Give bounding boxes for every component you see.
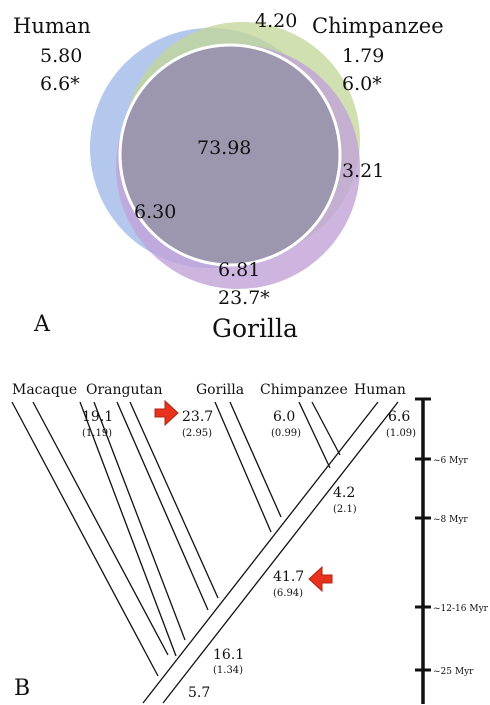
right-overlap-value: 3.21 bbox=[342, 160, 384, 182]
tree-labels: Macaque Orangutan Gorilla Chimpanzee Hum… bbox=[12, 382, 416, 701]
chimpanzee-star-value: 6.0* bbox=[342, 73, 382, 95]
trunk-left bbox=[142, 401, 379, 704]
human-chimp-stem-sub: (2.1) bbox=[333, 504, 357, 515]
root-branch-value: 5.7 bbox=[188, 685, 210, 701]
branch-gorilla-left-outer bbox=[116, 401, 209, 611]
red-arrow-left-icon bbox=[308, 565, 333, 593]
chimpanzee-branch-value: 6.0 bbox=[273, 409, 295, 425]
time-label-25myr: ~25 Myr bbox=[433, 667, 474, 677]
panel-b-letter: B bbox=[14, 676, 30, 701]
branch-macaque-outer bbox=[11, 401, 159, 677]
phylogenetic-tree bbox=[11, 401, 399, 704]
time-scale: ~6 Myr ~8 Myr ~12-16 Myr ~25 Myr bbox=[415, 397, 489, 704]
taxon-orangutan: Orangutan bbox=[86, 382, 163, 398]
chimpanzee-label: Chimpanzee bbox=[312, 14, 444, 38]
branch-chimpanzee-inner bbox=[311, 401, 341, 456]
time-label-12-16myr: ~12-16 Myr bbox=[433, 604, 489, 614]
taxon-macaque: Macaque bbox=[12, 382, 77, 398]
highlight-arrows bbox=[154, 399, 333, 593]
african-ape-stem-sub: (6.94) bbox=[273, 588, 303, 599]
branch-gorilla-left-inner bbox=[129, 401, 219, 599]
human-branch-value: 6.6 bbox=[388, 409, 410, 425]
center-value: 73.98 bbox=[197, 137, 251, 159]
time-label-8myr: ~8 Myr bbox=[433, 515, 468, 525]
gorilla-branch-value: 23.7 bbox=[182, 409, 213, 425]
great-ape-stem-sub: (1.34) bbox=[213, 665, 243, 676]
african-ape-stem-value: 41.7 bbox=[273, 569, 304, 585]
gorilla-branch-sub: (2.95) bbox=[182, 428, 212, 439]
branch-gorilla-right-outer bbox=[214, 401, 272, 533]
left-overlap-value: 6.30 bbox=[134, 201, 176, 223]
gorilla-label: Gorilla bbox=[212, 314, 298, 343]
venn-center-region bbox=[118, 43, 342, 267]
human-only-value: 5.80 bbox=[40, 45, 82, 67]
chimpanzee-branch-sub: (0.99) bbox=[271, 428, 301, 439]
human-label: Human bbox=[13, 14, 91, 38]
branch-chimpanzee-outer bbox=[298, 401, 331, 469]
human-star-value: 6.6* bbox=[40, 73, 80, 95]
branch-orangutan-outer bbox=[79, 401, 177, 657]
branch-macaque-inner bbox=[32, 401, 169, 656]
branch-gorilla-right-inner bbox=[229, 401, 282, 518]
gorilla-only-value: 6.81 bbox=[218, 259, 260, 281]
time-label-6myr: ~6 Myr bbox=[433, 456, 468, 466]
trunk-right bbox=[162, 401, 399, 704]
chimpanzee-only-value: 1.79 bbox=[342, 45, 384, 67]
venn-diagram: Human Chimpanzee Gorilla 5.80 6.6* 4.20 … bbox=[13, 10, 444, 343]
orangutan-branch-value: 19.1 bbox=[82, 409, 113, 425]
red-arrow-right-icon bbox=[154, 399, 179, 427]
taxon-gorilla: Gorilla bbox=[196, 382, 244, 398]
branch-orangutan-inner bbox=[93, 401, 186, 641]
taxon-human: Human bbox=[354, 382, 406, 398]
gorilla-star-value: 23.7* bbox=[218, 287, 270, 309]
human-branch-sub: (1.09) bbox=[386, 428, 416, 439]
panel-a-letter: A bbox=[33, 312, 51, 337]
orangutan-branch-sub: (1.19) bbox=[82, 428, 112, 439]
human-chimp-stem-value: 4.2 bbox=[333, 485, 355, 501]
great-ape-stem-value: 16.1 bbox=[213, 647, 244, 663]
taxon-chimpanzee: Chimpanzee bbox=[260, 382, 348, 398]
top-overlap-value: 4.20 bbox=[255, 10, 297, 32]
